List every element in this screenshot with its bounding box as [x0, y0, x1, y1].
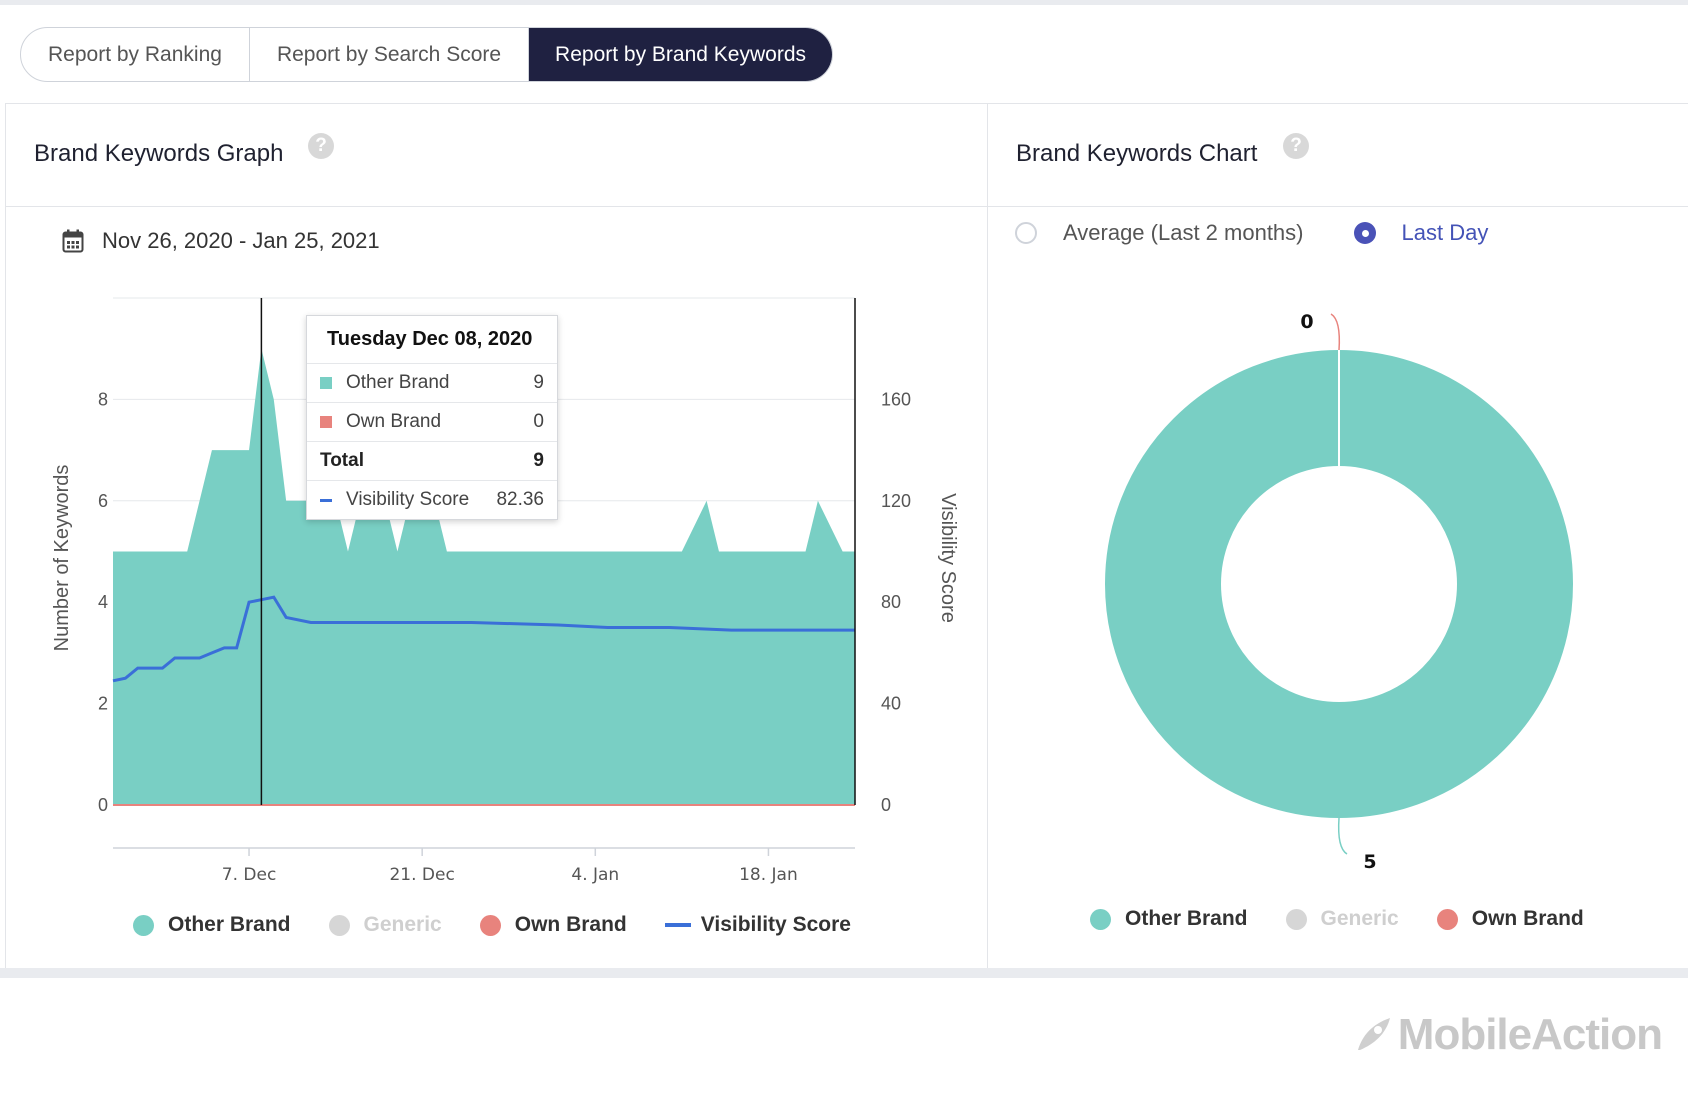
other-brand-area — [113, 348, 855, 805]
legend-label: Own Brand — [1471, 907, 1584, 930]
graph-tooltip: Tuesday Dec 08, 2020 Other Brand 9 Own B… — [306, 315, 558, 520]
radio-last-day[interactable] — [1353, 222, 1376, 244]
tooltip-row-label: Total — [320, 450, 364, 471]
y-tick-label: 2 — [98, 694, 108, 714]
own-brand-swatch — [320, 416, 332, 428]
legend-own-brand[interactable]: Own Brand — [1436, 907, 1584, 931]
y2-tick-label: 160 — [881, 389, 911, 409]
tooltip-title: Tuesday Dec 08, 2020 — [307, 316, 557, 364]
x-tick-label: 18. Jan — [739, 865, 798, 885]
y-axis-title: Number of Keywords — [51, 465, 73, 652]
radio-average[interactable] — [1015, 222, 1037, 244]
other-brand-dot-icon — [1090, 908, 1111, 930]
logo-text: MobileAction — [1397, 1010, 1663, 1059]
own-brand-connector — [1330, 313, 1341, 351]
tooltip-row-other-brand: Other Brand 9 — [307, 364, 557, 403]
visibility-line-icon — [664, 923, 691, 927]
chart-panel-title: Brand Keywords Chart — [1016, 140, 1258, 167]
brand-keywords-donut: 05 — [1105, 311, 1573, 873]
legend-label: Generic — [363, 913, 442, 936]
legend-label: Visibility Score — [700, 913, 851, 936]
y2-tick-label: 120 — [881, 491, 911, 511]
donut-label-own-brand: 0 — [1300, 311, 1313, 333]
graph-areas — [113, 348, 855, 806]
other-brand-swatch — [320, 377, 332, 389]
radio-average-label[interactable]: Average (Last 2 months) — [1063, 220, 1304, 245]
y-tick-label: 0 — [98, 795, 108, 815]
chart-legend: Other Brand Generic Own Brand — [1090, 907, 1584, 931]
legend-label: Other Brand — [1125, 907, 1248, 930]
y2-tick-label: 0 — [881, 795, 891, 815]
mobileaction-logo: MobileAction — [1352, 1010, 1663, 1060]
legend-other-brand[interactable]: Other Brand — [133, 913, 291, 937]
legend-label: Own Brand — [514, 913, 627, 936]
tooltip-row-label: Own Brand — [346, 411, 442, 432]
y-tick-label: 4 — [98, 592, 108, 612]
other-brand-connector — [1337, 817, 1348, 855]
tooltip-row-visibility-score: Visibility Score 82.36 — [307, 481, 557, 519]
legend-generic[interactable]: Generic — [1285, 907, 1399, 931]
tooltip-row-own-brand: Own Brand 0 — [307, 403, 557, 442]
question-circle-icon[interactable]: ? — [1283, 133, 1309, 159]
legend-other-brand[interactable]: Other Brand — [1090, 907, 1248, 931]
tooltip-row-label: Other Brand — [346, 372, 450, 393]
tooltip-row-label: Visibility Score — [346, 489, 470, 510]
visibility-score-line — [112, 595, 855, 683]
donut-label-other-brand: 5 — [1363, 851, 1376, 873]
graph-panel-header: Brand Keywords Graph ? — [6, 104, 988, 207]
y2-axis-title: Visibility Score — [937, 493, 959, 623]
radio-last-day-label[interactable]: Last Day — [1401, 220, 1489, 245]
date-range-picker[interactable]: Nov 26, 2020 - Jan 25, 2021 — [62, 228, 380, 254]
y2-tick-label: 40 — [881, 694, 901, 714]
legend-label: Generic — [1320, 907, 1399, 930]
tooltip-row-total: Total 9 — [307, 442, 557, 481]
generic-dot-icon — [328, 914, 350, 936]
y2-tick-label: 80 — [881, 592, 901, 612]
tooltip-row-value: 82.36 — [496, 489, 544, 510]
own-brand-dot-icon — [1436, 908, 1458, 930]
y-tick-label: 8 — [98, 389, 108, 409]
bottom-band — [0, 968, 1688, 978]
y-tick-label: 6 — [98, 491, 108, 511]
generic-dot-icon — [1285, 908, 1307, 930]
tab-report-by-ranking[interactable]: Report by Ranking — [21, 28, 250, 81]
period-radio-group: Average (Last 2 months) Last Day — [1015, 220, 1488, 246]
brand-keywords-chart-panel: Brand Keywords Chart ? — [987, 103, 1688, 969]
graph-panel-title: Brand Keywords Graph — [34, 140, 284, 167]
x-tick-label: 7. Dec — [222, 865, 277, 885]
legend-visibility-score[interactable]: Visibility Score — [664, 913, 851, 937]
date-range-text: Nov 26, 2020 - Jan 25, 2021 — [102, 228, 380, 253]
legend-label: Other Brand — [168, 913, 291, 936]
own-brand-dot-icon — [479, 914, 501, 936]
x-tick-label: 4. Jan — [571, 865, 619, 885]
top-band — [0, 0, 1688, 5]
rocket-logo-icon — [1357, 1018, 1390, 1050]
graph-legend: Other Brand Generic Own Brand Visibility… — [133, 913, 851, 937]
donut-labels: 05 — [1300, 311, 1376, 873]
tooltip-row-value: 9 — [533, 450, 544, 471]
calendar-icon — [62, 229, 84, 253]
x-tick-label: 21. Dec — [389, 865, 454, 885]
legend-own-brand[interactable]: Own Brand — [479, 913, 627, 937]
legend-generic[interactable]: Generic — [328, 913, 442, 937]
other-brand-dot-icon — [133, 914, 154, 936]
donut-slices — [1105, 350, 1573, 818]
tab-report-by-search-score[interactable]: Report by Search Score — [250, 28, 530, 81]
chart-panel-header: Brand Keywords Chart ? — [988, 104, 1688, 207]
visibility-line-swatch — [320, 498, 332, 502]
tooltip-row-value: 9 — [533, 372, 544, 393]
tooltip-row-value: 0 — [533, 411, 544, 432]
question-circle-icon[interactable]: ? — [308, 133, 334, 159]
report-tabs: Report by Ranking Report by Search Score… — [20, 27, 834, 82]
graph-lines — [112, 298, 856, 805]
tab-report-by-brand-keywords[interactable]: Report by Brand Keywords — [529, 28, 833, 81]
